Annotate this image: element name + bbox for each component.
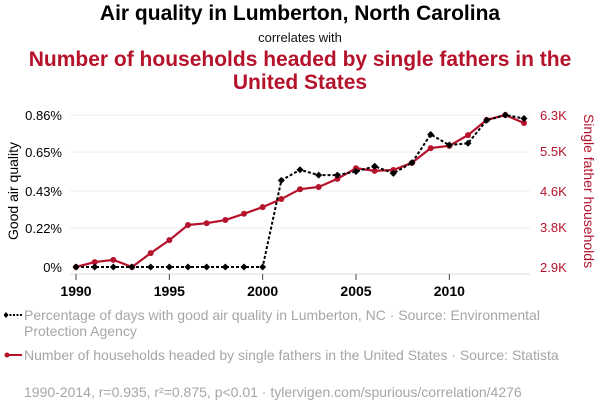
data-point-air-quality xyxy=(389,169,397,177)
y-axis-label-right: Single father households xyxy=(581,114,597,268)
x-tick-label: 2010 xyxy=(434,283,465,299)
data-point-single-fathers xyxy=(259,204,266,211)
data-point-single-fathers xyxy=(465,132,471,139)
data-point-air-quality xyxy=(483,116,491,124)
data-point-single-fathers xyxy=(334,175,341,182)
data-point-single-fathers xyxy=(521,120,527,127)
data-point-air-quality xyxy=(109,263,117,271)
legend-item-air-quality: Percentage of days with good air quality… xyxy=(4,307,594,339)
data-point-air-quality xyxy=(427,130,435,138)
axes: 0% 0.22% 0.43% 0.65% 0.86% 2.9K 3.8K 4.6K 5.5K 6.… xyxy=(25,108,567,299)
data-point-single-fathers xyxy=(91,259,98,266)
data-point-air-quality xyxy=(259,263,267,271)
chart-subtitle: correlates with xyxy=(258,30,342,45)
data-point-single-fathers xyxy=(241,210,247,217)
y-tick-label-right: 3.8K xyxy=(540,220,567,235)
data-point-single-fathers xyxy=(203,220,210,227)
legend-label-air-quality: Percentage of days with good air quality… xyxy=(24,307,540,339)
legend-label-single-fathers: Number of households headed by single fa… xyxy=(24,347,559,363)
y-tick-label-left: 0% xyxy=(43,260,62,275)
y-tick-label-right: 5.5K xyxy=(540,144,567,159)
data-point-air-quality xyxy=(72,263,80,271)
data-point-single-fathers xyxy=(371,167,378,174)
data-point-single-fathers xyxy=(147,250,154,257)
data-point-air-quality xyxy=(147,263,155,271)
data-point-single-fathers xyxy=(110,256,117,263)
data-point-single-fathers xyxy=(185,221,191,228)
data-point-single-fathers xyxy=(278,196,285,203)
data-point-air-quality xyxy=(240,263,248,271)
data-point-air-quality xyxy=(352,168,360,176)
y-tick-label-left: 0.65% xyxy=(25,145,62,160)
data-point-air-quality xyxy=(128,263,136,271)
data-point-single-fathers xyxy=(297,186,303,193)
series-air-quality xyxy=(72,111,528,271)
data-point-air-quality xyxy=(333,171,341,179)
data-point-air-quality xyxy=(501,111,509,119)
y-tick-label-right: 2.9K xyxy=(540,260,567,275)
x-tick-label: 1990 xyxy=(60,283,91,299)
legend-swatch-solid-icon xyxy=(4,352,22,358)
data-point-air-quality xyxy=(184,263,192,271)
y-tick-label-left: 0.43% xyxy=(25,184,62,199)
data-point-air-quality xyxy=(408,159,416,167)
chart-title: Air quality in Lumberton, North Carolina xyxy=(99,2,501,25)
legend-item-single-fathers: Number of households headed by single fa… xyxy=(4,347,594,363)
data-point-air-quality xyxy=(165,263,173,271)
data-point-single-fathers xyxy=(315,183,322,190)
x-tick-label: 2000 xyxy=(247,283,278,299)
data-point-air-quality xyxy=(371,162,379,170)
data-point-air-quality xyxy=(296,166,304,174)
legend-swatch-dotted-icon xyxy=(4,312,22,318)
data-point-air-quality xyxy=(520,115,528,123)
data-point-single-fathers xyxy=(427,145,434,152)
data-point-air-quality xyxy=(464,139,472,147)
y-tick-label-left: 0.22% xyxy=(25,221,62,236)
footer-stats: 1990-2014, r=0.935, r²=0.875, p<0.01 · t… xyxy=(24,384,522,400)
chart-title-secondary: Number of households headed by single fa… xyxy=(28,48,572,94)
gridlines xyxy=(70,114,530,229)
data-point-air-quality xyxy=(203,263,211,271)
data-point-air-quality xyxy=(315,171,323,179)
data-point-air-quality xyxy=(445,141,453,149)
y-tick-label-right: 4.6K xyxy=(540,184,567,199)
y-tick-label-right: 6.3K xyxy=(540,108,567,123)
y-axis-label-left: Good air quality xyxy=(5,142,21,240)
data-point-single-fathers xyxy=(222,217,229,224)
x-tick-label: 2005 xyxy=(340,283,371,299)
data-point-air-quality xyxy=(91,263,99,271)
series-single-fathers xyxy=(73,112,527,270)
data-point-air-quality xyxy=(277,176,285,184)
data-point-single-fathers xyxy=(166,237,173,244)
x-tick-label: 1995 xyxy=(154,283,185,299)
data-point-air-quality xyxy=(221,263,229,271)
y-tick-label-left: 0.86% xyxy=(25,108,62,123)
